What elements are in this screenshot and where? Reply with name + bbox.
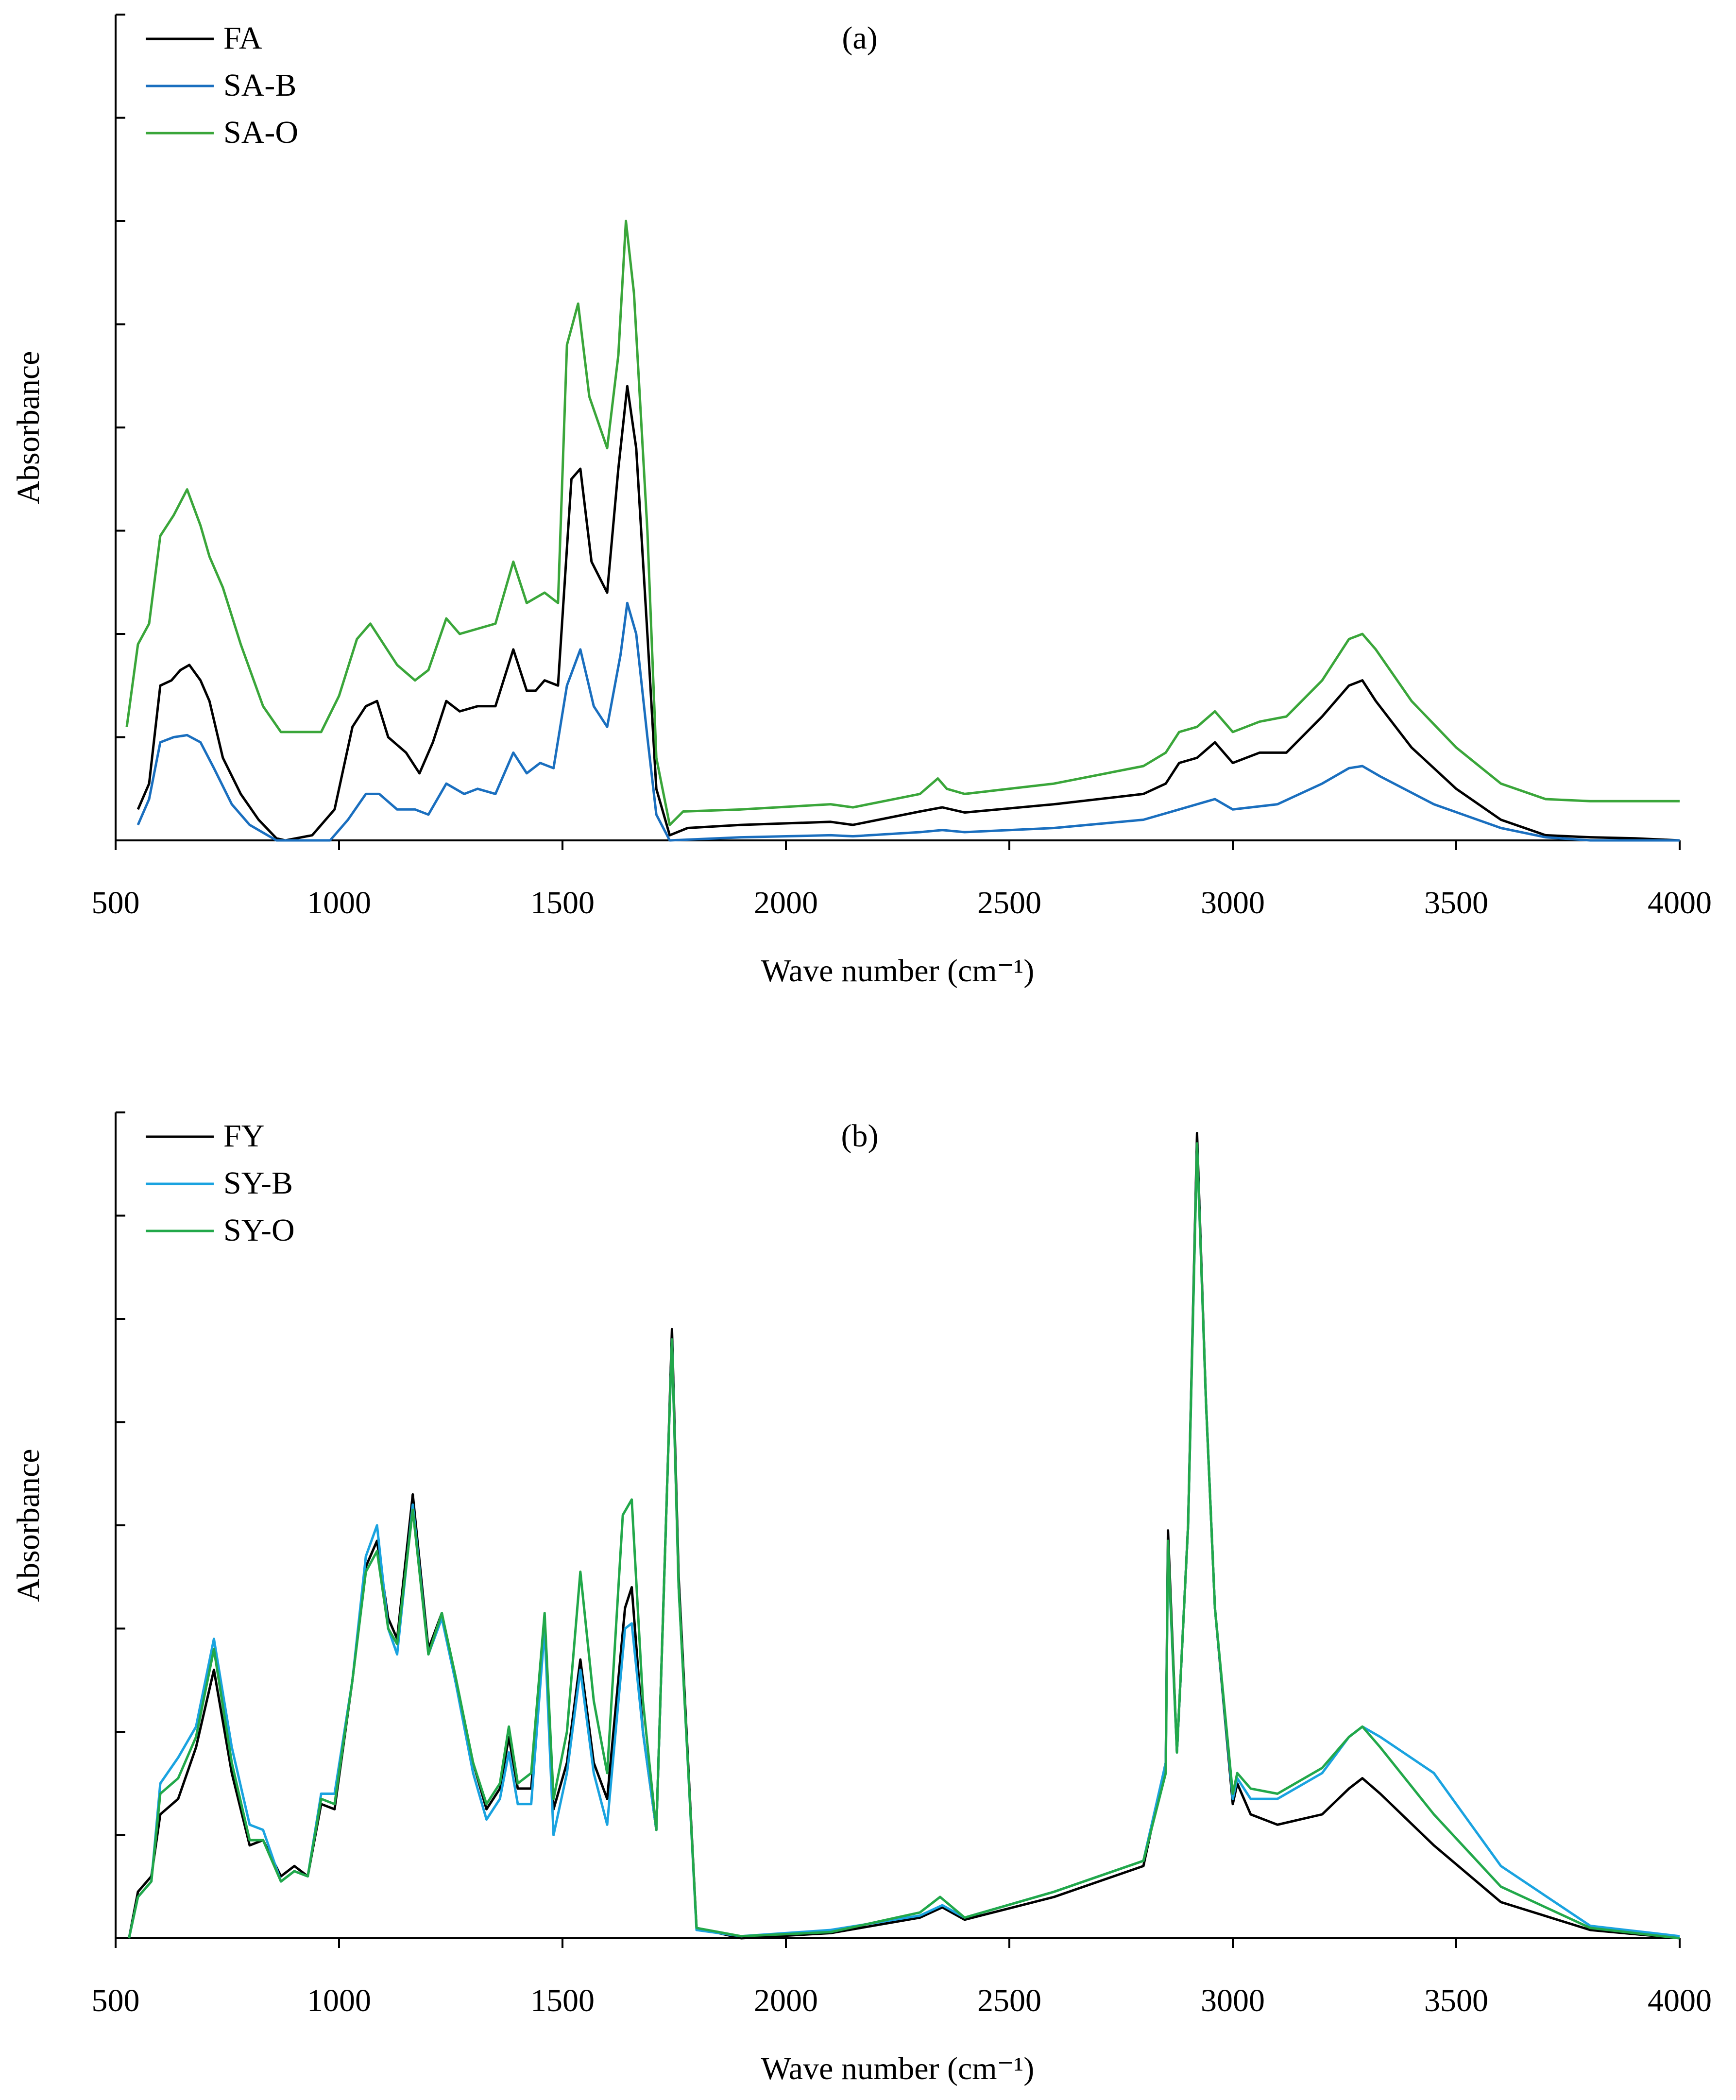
panel-a-chart: 500 1000 1500 2000 2500 3000 3500 4000 Wave numb… (11, 14, 1712, 989)
b-series-line-sy-o (128, 1142, 1680, 1940)
b-legend-label-fy: FY (223, 1118, 264, 1154)
b-legend-label-sy-o: SY-O (223, 1212, 295, 1248)
a-x-tick-label: 4000 (1648, 885, 1712, 921)
a-x-tick-label: 1500 (530, 885, 595, 921)
a-legend-label-sa-o: SA-O (223, 115, 298, 150)
b-panel-label: (b) (841, 1118, 879, 1154)
a-series-line-sa-b (136, 601, 1680, 842)
b-legend-label-sy-b: SY-B (223, 1165, 293, 1201)
a-legend-label-fa: FA (223, 20, 262, 56)
a-x-axis-title: Wave number (cm⁻¹) (761, 953, 1034, 989)
a-y-axis-title: Absorbance (11, 351, 46, 504)
a-x-tick-label: 3000 (1201, 885, 1265, 921)
a-series-line-fa (136, 385, 1680, 842)
a-x-tick-label: 1000 (307, 885, 371, 921)
panel-b-chart: 500 1000 1500 2000 2500 3000 3500 4000 Wave numb… (11, 1111, 1712, 2086)
b-x-tick-label: 2000 (754, 1983, 818, 2018)
b-x-tick-label: 4000 (1648, 1983, 1712, 2018)
a-x-tick-label: 3500 (1424, 885, 1488, 921)
a-x-tick-label: 500 (92, 885, 140, 921)
b-x-tick-label: 2500 (977, 1983, 1041, 2018)
b-x-tick-label: 3000 (1201, 1983, 1265, 2018)
b-x-tick-label: 1500 (530, 1983, 595, 2018)
b-y-axis-title: Absorbance (11, 1449, 46, 1602)
b-series-line-fy (128, 1132, 1680, 1940)
a-x-tick-label: 2000 (754, 885, 818, 921)
b-x-axis-title: Wave number (cm⁻¹) (761, 2051, 1034, 2086)
a-series-line-sa-o (125, 220, 1680, 826)
b-x-tick-label: 1000 (307, 1983, 371, 2018)
b-series-line-sy-b (128, 1142, 1680, 1939)
b-x-tick-label: 3500 (1424, 1983, 1488, 2018)
b-x-tick-label: 500 (92, 1983, 140, 2018)
a-x-tick-label: 2500 (977, 885, 1041, 921)
a-panel-label: (a) (842, 20, 877, 56)
a-legend-label-sa-b: SA-B (223, 68, 296, 103)
